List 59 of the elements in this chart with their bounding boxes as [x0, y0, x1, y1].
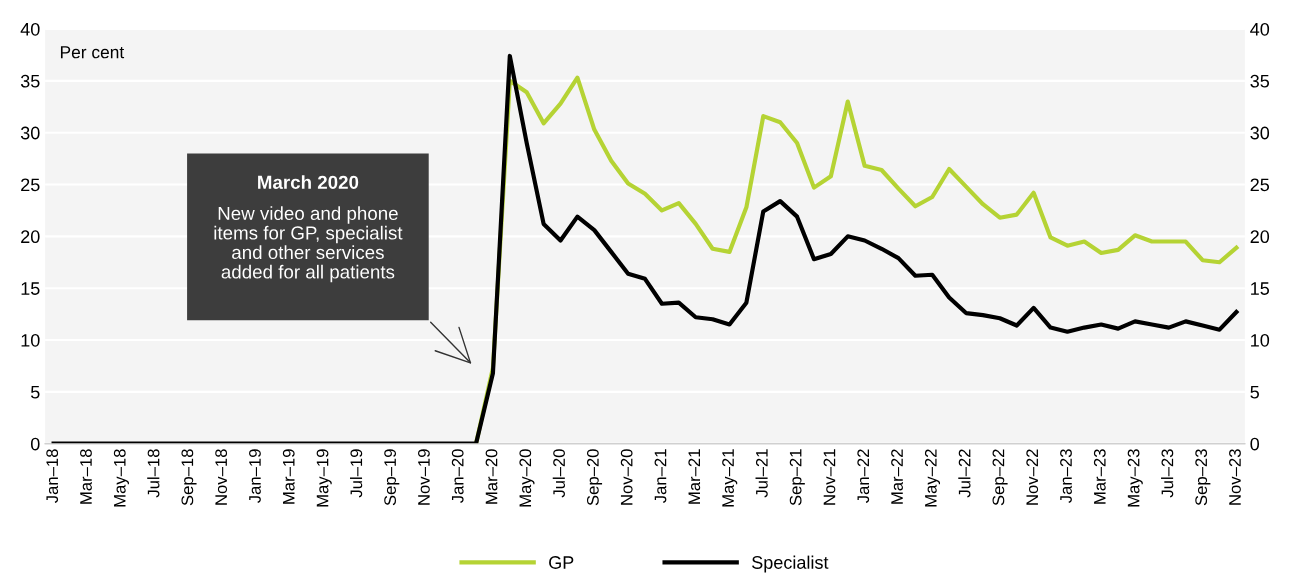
x-tick-label: May–20	[519, 449, 535, 507]
y-tick-label: 25	[21, 178, 40, 192]
x-tick-label: Jan–22	[857, 449, 870, 503]
x-tick-label: May–23	[1127, 449, 1143, 507]
x-tick-label: Jan–23	[1060, 449, 1072, 503]
x-tick-label: Sep–22	[992, 449, 1008, 506]
x-tick-label: Nov–20	[620, 449, 633, 505]
y2-tick-label: 15	[1251, 282, 1270, 295]
y2-tick-label: 20	[1250, 230, 1270, 244]
x-tick-label: Sep–19	[384, 449, 400, 506]
x-tick-label: Mar–19	[282, 449, 295, 504]
y2-tick-label: 35	[1250, 74, 1270, 88]
x-tick-label: Nov–18	[215, 449, 228, 505]
legend-label: GP	[549, 556, 574, 569]
x-tick-label: Nov–21	[823, 449, 836, 505]
y-tick-label: 5	[30, 385, 40, 399]
y2-tick-label: 30	[1250, 126, 1270, 140]
x-tick-label: May–19	[316, 449, 332, 507]
y-tick-label: 10	[21, 333, 40, 347]
y-tick-label: 30	[20, 126, 40, 140]
y2-tick-label: 25	[1250, 178, 1270, 192]
x-tick-label: Sep–21	[789, 449, 805, 506]
x-tick-label: Mar–18	[80, 449, 92, 504]
x-tick-label: Sep–20	[586, 449, 603, 506]
x-tick-label: Jul–20	[552, 449, 565, 498]
x-tick-label: Jan–21	[654, 449, 667, 503]
y-tick-label: 40	[20, 22, 40, 36]
y2-tick-label: 0	[1250, 437, 1260, 451]
annotation: New video and phone items for GP, specialist and other services added for all patients	[214, 206, 403, 283]
x-tick-label: May–21	[722, 449, 738, 507]
x-tick-label: Mar–20	[485, 449, 498, 504]
y2-tick-label: 5	[1250, 385, 1259, 399]
y-tick-label: 20	[21, 230, 40, 244]
x-tick-label: May–22	[924, 449, 941, 507]
x-tick-label: Mar–22	[891, 449, 903, 504]
x-tick-label: Mar–23	[1093, 449, 1106, 504]
x-tick-label: Jul–19	[349, 449, 363, 498]
x-tick-label: Nov–23	[1229, 449, 1241, 505]
y-tick-label: 35	[20, 74, 40, 88]
y2-tick-label: 40	[1250, 22, 1270, 36]
x-tick-label: May–18	[113, 449, 129, 507]
x-tick-label: Sep–23	[1195, 449, 1211, 506]
y2-tick-label: 10	[1251, 333, 1270, 347]
x-tick-label: Jan–20	[451, 449, 464, 503]
x-tick-label: Jul–18	[147, 449, 160, 498]
x-tick-label: Nov–22	[1026, 449, 1039, 505]
x-tick-label: Jul–22	[958, 449, 971, 498]
y-tick-label: 15	[21, 282, 40, 295]
legend-label: Specialist	[752, 555, 829, 573]
x-tick-label: Jul–21	[755, 449, 768, 498]
x-tick-label: Jan–18	[46, 449, 59, 503]
x-tick-label: Jul–23	[1161, 449, 1174, 498]
x-tick-label: Sep–18	[181, 449, 197, 506]
x-tick-label: Nov–19	[418, 449, 430, 505]
x-tick-label: Mar–21	[688, 449, 701, 504]
x-tick-label: Jan–19	[249, 449, 261, 503]
annotation: March 2020	[258, 175, 359, 189]
y-axis-title: Per cent	[60, 46, 125, 59]
y-tick-label: 0	[30, 437, 40, 451]
